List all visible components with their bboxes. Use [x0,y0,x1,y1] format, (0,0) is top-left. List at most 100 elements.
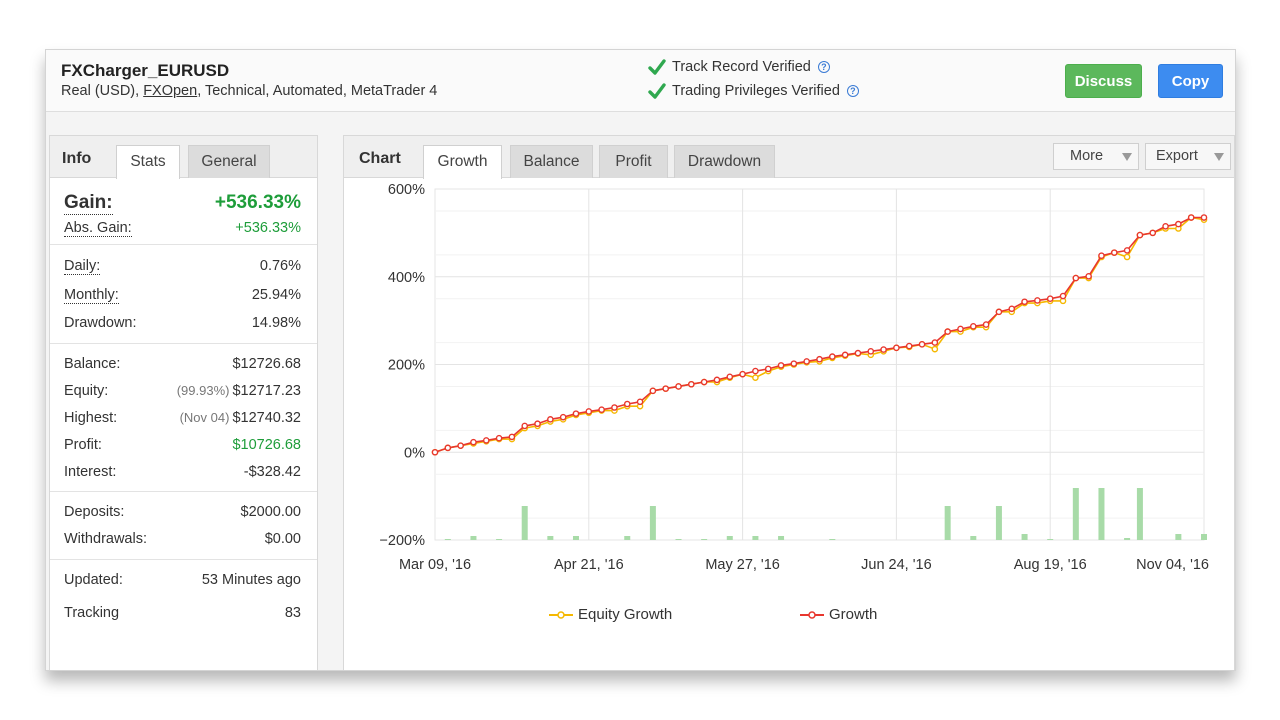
x-tick-label: Mar 09, '16 [399,557,471,573]
copy-button[interactable]: Copy [1158,64,1223,98]
growth-point [1110,249,1118,256]
growth-point [1200,214,1208,221]
growth-point [1136,231,1144,239]
bar [701,539,708,540]
growth-point [521,422,529,430]
growth-point [970,323,977,330]
x-tick-label: Jun 24, '16 [861,557,932,573]
profit-value: $10726.68 [232,437,301,453]
growth-point [918,341,926,348]
highest-row: Highest: (Nov 04) $12740.32 [64,410,301,426]
daily-label[interactable]: Daily: [64,258,101,275]
bar [778,536,785,540]
balance-row: Balance: $12726.68 [64,356,301,372]
bar [521,506,528,540]
bar [1136,488,1143,540]
monthly-row: Monthly: 25.94% [64,287,301,304]
y-tick-label: 400% [388,270,425,286]
growth-point [1072,274,1080,282]
chart-title: Chart [359,150,401,167]
tab-general[interactable]: General [188,145,270,178]
tab-profit[interactable]: Profit [599,145,668,178]
abs-gain-value: +536.33% [235,220,301,236]
highest-date: (Nov 04) [179,410,230,425]
growth-point [636,398,644,406]
bar [496,539,503,540]
monthly-value: 25.94% [251,287,301,303]
bar [829,539,836,540]
tracking-value: 83 [284,605,301,621]
equity-growth-point [931,345,939,353]
help-icon[interactable]: ? [846,85,859,97]
growth-point [611,404,618,411]
growth-point [957,325,964,333]
growth-point [572,410,580,417]
tracking-label: Tracking [64,605,120,621]
abs-gain-label[interactable]: Abs. Gain: [64,220,132,237]
x-tick-label: Apr 21, '16 [554,557,624,573]
verification-label: Trading Privileges Verified [672,83,840,99]
interest-label: Interest: [64,464,117,480]
export-dropdown[interactable]: Export [1145,143,1231,170]
growth-point [700,378,708,386]
deposits-row: Deposits: $2000.00 [64,504,301,520]
growth-point [841,351,849,359]
growth-point [559,413,567,421]
legend-equity-growth[interactable]: Equity Growth [549,606,672,623]
withdrawals-value: $0.00 [264,531,301,547]
broker-link[interactable]: FXOpen [143,83,198,99]
tab-balance[interactable]: Balance [510,145,593,178]
growth-point [1175,220,1182,228]
monthly-label[interactable]: Monthly: [64,287,119,304]
gain-row: Gain: +536.33% [64,192,301,215]
growth-point [623,400,631,408]
bar [470,536,477,540]
tab-stats[interactable]: Stats [116,145,180,179]
gain-section: Gain: +536.33% Abs. Gain: +536.33% [50,178,317,245]
chart-tabs: Chart Growth Balance Profit Drawdown Mor… [344,136,1234,179]
growth-point [944,328,951,335]
equity-percent: (99.93%) [176,383,230,398]
deposits-value: $2000.00 [240,504,301,520]
drawdown-value: 14.98% [251,315,301,331]
bar [444,539,451,540]
interest-value: -$328.42 [243,464,301,480]
bar [675,539,682,540]
system-name: FXCharger_EURUSD [61,61,230,80]
profit-label: Profit: [64,437,102,453]
growth-legend-marker [800,610,824,619]
more-dropdown[interactable]: More [1053,143,1139,170]
help-icon[interactable]: ? [817,61,830,73]
x-tick-label: May 27, '16 [705,557,780,573]
bar [944,506,951,540]
updated-value: 53 Minutes ago [201,572,301,588]
info-panel: Info Stats General Gain: +536.33% Abs. G… [49,135,318,670]
gain-value: +536.33% [214,192,301,213]
growth-point [764,365,772,373]
equity-legend-marker [549,610,573,619]
growth-point [508,433,516,441]
tab-growth[interactable]: Growth [423,145,502,179]
bar [726,536,733,540]
bar [1047,539,1054,540]
growth-point [905,342,913,350]
growth-point [854,349,862,357]
growth-chart: 600% 400% 200% 0% −200% Mar 09, '16 Apr 21, '1… [379,182,1209,573]
deposits-label: Deposits: [64,504,125,520]
profit-row: Profit: $10726.68 [64,437,301,453]
growth-point [982,321,990,328]
trading-privileges-verified: Trading Privileges Verified ? [648,82,859,100]
growth-point [1046,295,1054,302]
abs-gain-row: Abs. Gain: +536.33% [64,220,301,237]
growth-point [675,383,682,390]
bar [1098,488,1105,540]
drawdown-label: Drawdown: [64,315,137,331]
legend-growth[interactable]: Growth [800,606,877,623]
discuss-button[interactable]: Discuss [1065,64,1142,98]
checkmark-icon [648,59,666,75]
updated-label: Updated: [64,572,123,588]
gain-label[interactable]: Gain: [64,192,113,215]
growth-point [1034,297,1041,304]
more-label: More [1070,148,1104,164]
tab-drawdown[interactable]: Drawdown [674,145,775,178]
